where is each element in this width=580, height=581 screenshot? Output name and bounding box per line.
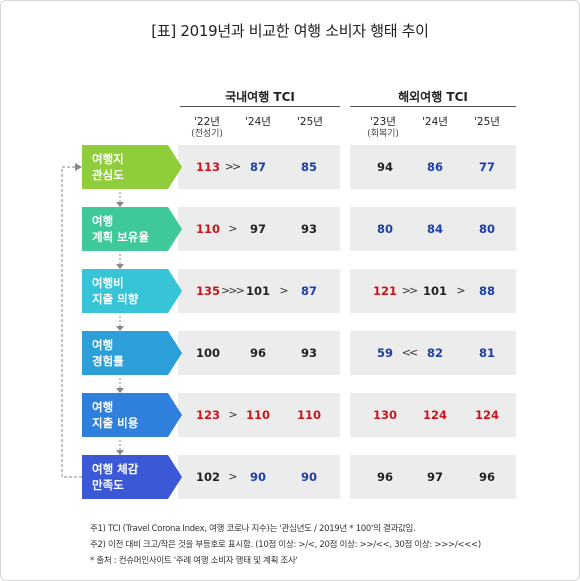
change-arrow-domestic: >>: [224, 160, 241, 173]
value-overseas: 77: [478, 160, 495, 174]
row-label-line: 경험률: [92, 354, 124, 368]
value-domestic: 100: [195, 346, 220, 360]
overseas-group-header: 해외여행 TCI: [398, 90, 468, 104]
col-head-domestic-3: '25년: [297, 116, 323, 128]
value-overseas: 88: [478, 284, 495, 298]
value-domestic: 110: [296, 408, 321, 422]
flow-arrowhead: [116, 326, 124, 331]
value-domestic: 90: [249, 470, 266, 484]
figure-title: [표] 2019년과 비교한 여행 소비자 행태 추이: [151, 22, 429, 40]
row-label-line: 여행: [92, 214, 114, 228]
col-head-domestic-2: '24년: [245, 116, 271, 128]
change-arrow-domestic: >: [228, 470, 237, 483]
row-label-line: 만족도: [92, 478, 124, 492]
row-bg-overseas: [350, 269, 516, 313]
row-label-line: 여행지: [92, 152, 124, 166]
row-label-line: 여행비: [92, 276, 124, 290]
value-overseas: 97: [426, 470, 443, 484]
value-domestic: 96: [249, 346, 266, 360]
value-domestic: 110: [245, 408, 270, 422]
change-arrow-domestic: >>>: [221, 284, 245, 297]
value-overseas: 80: [478, 222, 495, 236]
col-head-domestic-1: '22년 (전성기): [191, 116, 223, 139]
flow-arrowhead: [116, 450, 124, 455]
overseas-group-underline: [350, 106, 516, 107]
change-arrow-overseas: >>: [401, 284, 418, 297]
row-bg-overseas: [350, 207, 516, 251]
value-domestic: 101: [245, 284, 270, 298]
row-label-line: 지출 의향: [92, 292, 139, 306]
col-head-overseas-3: '25년: [474, 116, 500, 128]
value-overseas: 101: [422, 284, 447, 298]
flow-arrowhead: [116, 202, 124, 207]
value-overseas: 84: [426, 222, 443, 236]
row-bg-overseas: [350, 455, 516, 499]
change-arrow-domestic: >: [279, 284, 288, 297]
domestic-group-header: 국내여행 TCI: [225, 90, 295, 104]
value-overseas: 86: [426, 160, 443, 174]
change-arrow-domestic: >: [228, 222, 237, 235]
value-domestic: 87: [249, 160, 266, 174]
row-label-line: 여행: [92, 400, 114, 414]
value-domestic: 113: [195, 160, 220, 174]
value-overseas: 59: [376, 346, 393, 360]
value-overseas: 124: [474, 408, 499, 422]
value-overseas: 124: [422, 408, 447, 422]
value-domestic: 85: [300, 160, 317, 174]
col-head-overseas-2: '24년: [422, 116, 448, 128]
value-overseas: 80: [376, 222, 393, 236]
feedback-loop-arrowhead: [75, 163, 82, 171]
row-label-line: 지출 비용: [92, 416, 139, 430]
value-domestic: 97: [249, 222, 266, 236]
col-head-overseas-1: '23년 (회복기): [367, 116, 399, 139]
value-domestic: 123: [195, 408, 220, 422]
value-overseas: 82: [426, 346, 443, 360]
value-overseas: 96: [376, 470, 393, 484]
change-arrow-overseas: <<: [401, 346, 418, 359]
footnote-1: 주1) TCI (Travel Corona Index, 여행 코로나 지수)…: [90, 524, 416, 534]
change-arrow-overseas: >: [456, 284, 465, 297]
row-bg-domestic: [178, 455, 340, 499]
value-domestic: 87: [300, 284, 317, 298]
value-domestic: 93: [300, 346, 317, 360]
footnote-source: * 출처 : 컨슈머인사이트 '주례 여행 소비자 행태 및 계획 조사': [90, 556, 298, 566]
value-overseas: 94: [376, 160, 393, 174]
value-domestic: 90: [300, 470, 317, 484]
value-domestic: 102: [195, 470, 220, 484]
footnote-2: 주2) 이전 대비 크고/작은 것을 부등호로 표시함. (10점 이상: >/…: [90, 540, 481, 550]
feedback-loop-line: [61, 166, 82, 478]
value-overseas: 121: [372, 284, 397, 298]
row-bg-domestic: [178, 207, 340, 251]
value-domestic: 93: [300, 222, 317, 236]
row-bg-overseas: [350, 331, 516, 375]
row-label-line: 관심도: [92, 168, 124, 182]
value-overseas: 96: [478, 470, 495, 484]
row-bg-domestic: [178, 331, 340, 375]
row-bg-overseas: [350, 145, 516, 189]
row-bg-domestic: [178, 393, 340, 437]
row-bg-domestic: [178, 269, 340, 313]
row-label-line: 계획 보유율: [92, 230, 149, 244]
domestic-group-underline: [180, 106, 340, 107]
value-overseas: 130: [372, 408, 397, 422]
row-label-line: 여행: [92, 338, 114, 352]
change-arrow-domestic: >: [228, 408, 237, 421]
value-domestic: 135: [195, 284, 220, 298]
row-label-line: 여행 체감: [92, 462, 139, 476]
row-bg-domestic: [178, 145, 340, 189]
value-domestic: 110: [195, 222, 220, 236]
value-overseas: 81: [478, 346, 495, 360]
flow-arrowhead: [116, 388, 124, 393]
flow-arrowhead: [116, 264, 124, 269]
row-bg-overseas: [350, 393, 516, 437]
